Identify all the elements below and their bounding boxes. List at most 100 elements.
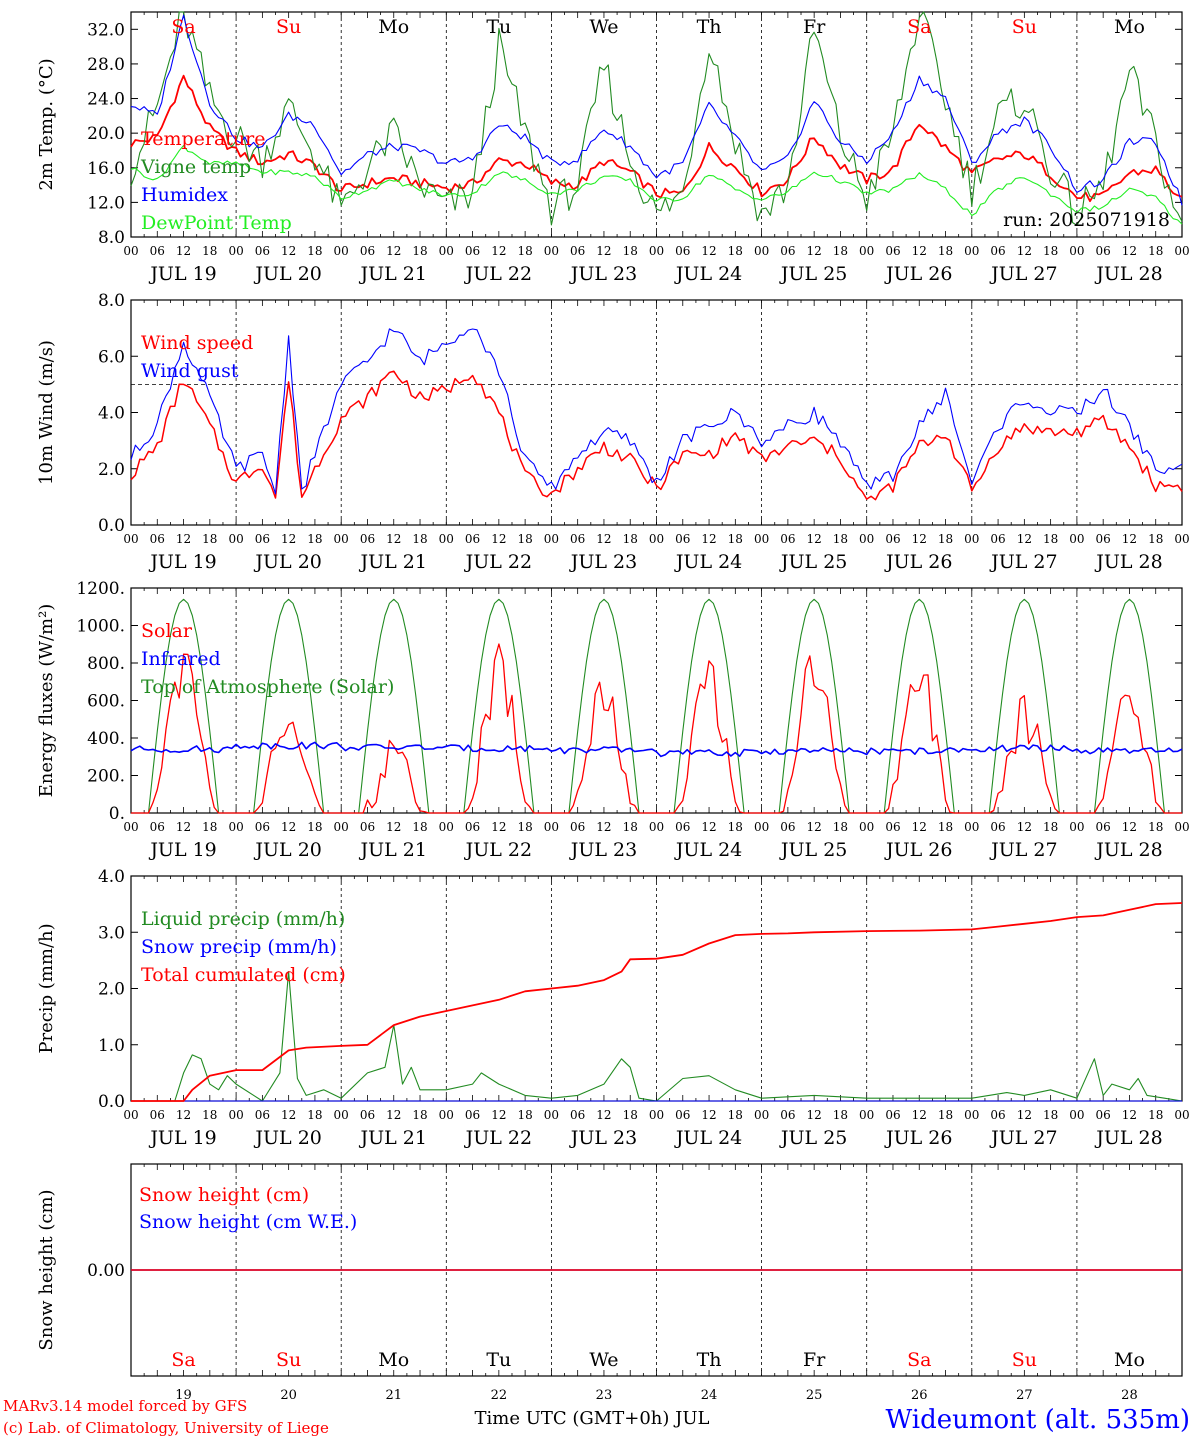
y-tick-label: 600. (87, 692, 125, 712)
day-number-label: 22 (491, 1388, 508, 1403)
hour-tick-label: 12 (1017, 244, 1032, 258)
hour-tick-label: 06 (990, 532, 1005, 546)
day-number-label: 25 (806, 1388, 823, 1403)
day-number-label: 23 (596, 1388, 613, 1403)
date-label: JUL 25 (779, 839, 847, 861)
hour-tick-label: 12 (281, 820, 296, 834)
weekday-label: Sa (171, 1349, 195, 1371)
hour-tick-label: 18 (202, 532, 217, 546)
date-label: JUL 28 (1094, 1127, 1162, 1149)
y-tick-label: 4.0 (98, 404, 125, 424)
hour-tick-label: 18 (728, 1108, 743, 1122)
hour-tick-label: 12 (176, 532, 191, 546)
hour-tick-label: 12 (807, 532, 822, 546)
date-label: JUL 25 (779, 551, 847, 573)
date-label: JUL 20 (253, 263, 321, 285)
hour-tick-label: 00 (334, 244, 349, 258)
hour-tick-label: 06 (780, 532, 795, 546)
hour-tick-label: 00 (754, 244, 769, 258)
date-label: JUL 25 (779, 263, 847, 285)
hour-tick-label: 18 (833, 244, 848, 258)
hour-tick-label: 06 (150, 1108, 165, 1122)
date-label: JUL 19 (148, 263, 216, 285)
hour-tick-label: 06 (570, 1108, 585, 1122)
date-label: JUL 23 (569, 551, 637, 573)
hour-tick-label: 06 (150, 820, 165, 834)
y-tick-label: 200. (87, 767, 125, 787)
hour-tick-label: 12 (386, 244, 401, 258)
hour-tick-label: 18 (833, 820, 848, 834)
series-line-wind-gust (130, 328, 1183, 495)
hour-tick-label: 00 (754, 1108, 769, 1122)
hour-tick-label: 06 (675, 820, 690, 834)
energy-panel: 0. 200. 400. 600. 800. 1000. 1200. Energy fluxe… (36, 579, 1190, 861)
y-tick-label: 16.0 (87, 159, 125, 179)
hour-tick-label: 12 (386, 532, 401, 546)
hour-tick-label: 18 (307, 1108, 322, 1122)
y-tick-label: 3.0 (98, 923, 125, 943)
series-line-infrared (130, 741, 1183, 758)
hour-tick-label: 12 (281, 532, 296, 546)
y-tick-label: 0.0 (98, 1092, 125, 1112)
weekday-label: Su (1012, 16, 1037, 38)
credit-line-1: MARv3.14 model forced by GFS (3, 1397, 247, 1415)
hour-tick-label: 12 (807, 820, 822, 834)
temperature-panel: 8.0 12.0 16.0 20.0 24.0 28.0 32.0 2m Temp. (°C)… (36, 11, 1190, 285)
hour-tick-label: 12 (596, 1108, 611, 1122)
weekday-label: We (589, 1349, 618, 1371)
hour-tick-label: 18 (307, 532, 322, 546)
weekday-label: Sa (907, 1349, 931, 1371)
hour-tick-label: 06 (885, 1108, 900, 1122)
legend-entry: Solar (141, 620, 193, 642)
weekday-label: Fr (803, 1349, 826, 1371)
hour-tick-label: 12 (1122, 244, 1137, 258)
weekday-label: We (589, 16, 618, 38)
hour-tick-label: 18 (623, 820, 638, 834)
hour-tick-label: 18 (412, 1108, 427, 1122)
hour-tick-label: 00 (1174, 820, 1189, 834)
hour-tick-label: 00 (123, 1108, 138, 1122)
date-label: JUL 21 (359, 1127, 427, 1149)
hour-tick-label: 18 (517, 532, 532, 546)
date-label: JUL 19 (148, 551, 216, 573)
hour-tick-label: 12 (701, 1108, 716, 1122)
weekday-label: Fr (803, 16, 826, 38)
hour-tick-label: 00 (439, 1108, 454, 1122)
legend-entry: Temperature (141, 128, 265, 150)
hour-tick-label: 18 (517, 244, 532, 258)
date-label: JUL 25 (779, 1127, 847, 1149)
hour-tick-label: 06 (360, 1108, 375, 1122)
hour-tick-label: 00 (228, 532, 243, 546)
y-tick-label: 2.0 (98, 980, 125, 1000)
hour-tick-label: 00 (544, 532, 559, 546)
hour-tick-label: 06 (675, 1108, 690, 1122)
legend-entry: Infrared (141, 648, 221, 670)
date-label: JUL 23 (569, 263, 637, 285)
y-tick-label: 0.00 (87, 1261, 125, 1281)
hour-tick-label: 12 (386, 820, 401, 834)
hour-tick-label: 18 (728, 532, 743, 546)
hour-tick-label: 00 (439, 820, 454, 834)
weekday-label: Su (1012, 1349, 1037, 1371)
date-label: JUL 24 (674, 839, 742, 861)
hour-tick-label: 00 (649, 244, 664, 258)
hour-tick-label: 12 (176, 244, 191, 258)
hour-tick-label: 06 (570, 244, 585, 258)
hour-tick-label: 18 (938, 820, 953, 834)
hour-tick-label: 00 (228, 820, 243, 834)
legend-entry: Snow precip (mm/h) (141, 936, 337, 958)
date-label: JUL 28 (1094, 551, 1162, 573)
hour-tick-label: 12 (491, 244, 506, 258)
day-number-label: 27 (1016, 1388, 1033, 1403)
y-tick-label: 32.0 (87, 20, 125, 40)
y-tick-label: 8.0 (98, 228, 125, 248)
legend-entry: Snow height (cm) (139, 1184, 309, 1206)
hour-tick-label: 12 (1017, 820, 1032, 834)
hour-tick-label: 00 (1069, 244, 1084, 258)
hour-tick-label: 00 (123, 244, 138, 258)
y-axis-label: Snow height (cm) (36, 1189, 57, 1350)
hour-tick-label: 00 (1069, 1108, 1084, 1122)
hour-tick-label: 12 (701, 244, 716, 258)
date-label: JUL 24 (674, 263, 742, 285)
hour-tick-label: 06 (1096, 532, 1111, 546)
